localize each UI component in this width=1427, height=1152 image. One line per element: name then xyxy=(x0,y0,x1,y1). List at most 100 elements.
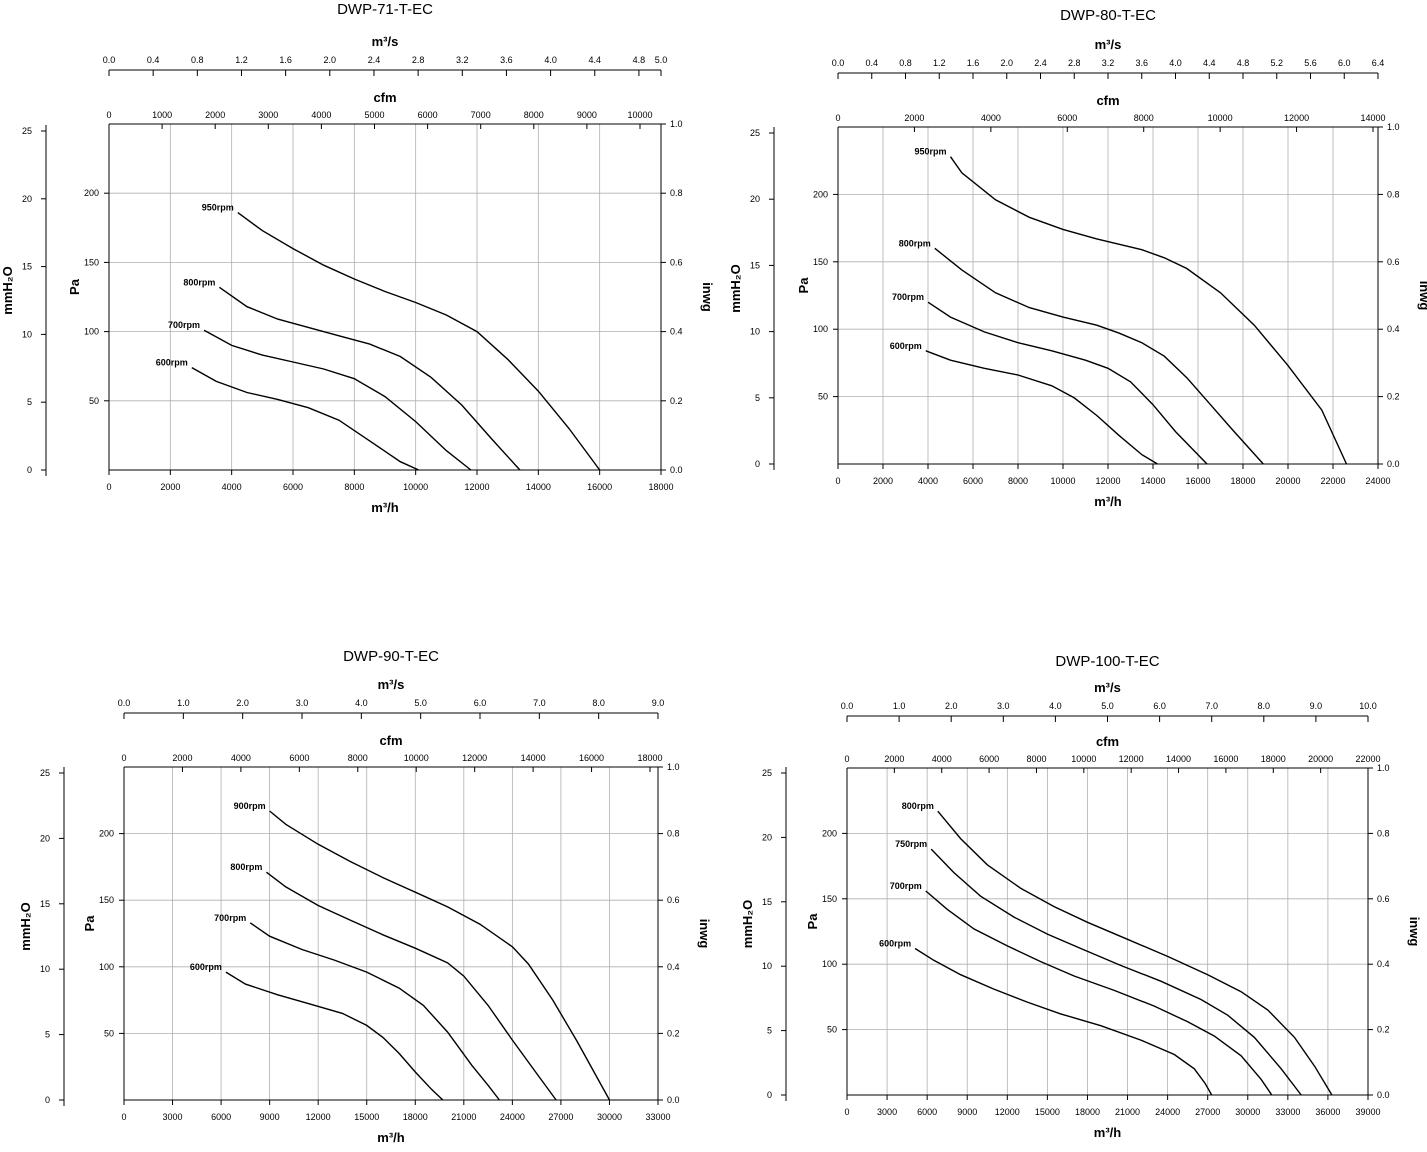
top-axis-m3s-tick-label: 0.0 xyxy=(118,698,131,708)
x-axis-tick-label: 33000 xyxy=(645,1112,670,1122)
top-axis-cfm-tick-label: 2000 xyxy=(205,110,225,120)
x-axis-tick-label: 0 xyxy=(121,1112,126,1122)
outer-left-axis-tick-label: 5 xyxy=(27,397,32,407)
top-axis-cfm-tick-label: 22000 xyxy=(1355,754,1380,764)
outer-left-axis-tick-label: 0 xyxy=(767,1090,772,1100)
top-axis-cfm-tick-label: 8000 xyxy=(1134,113,1154,123)
top-axis-cfm-title: cfm xyxy=(379,733,402,748)
right-axis-tick-label: 0.2 xyxy=(667,1028,680,1038)
top-axis-cfm-tick-label: 3000 xyxy=(258,110,278,120)
outer-left-axis-tick-label: 5 xyxy=(755,393,760,403)
top-axis-m3s-tick-label: 10.0 xyxy=(1359,701,1377,711)
x-axis-tick-label: 9000 xyxy=(957,1107,977,1117)
top-axis-m3s-tick-label: 1.2 xyxy=(235,55,248,65)
y-axis-tick-label: 50 xyxy=(89,396,99,406)
right-axis-tick-label: 0.8 xyxy=(1377,828,1390,838)
outer-left-axis-tick-label: 15 xyxy=(750,260,760,270)
top-axis-m3s-tick-label: 1.2 xyxy=(933,58,946,68)
x-axis-tick-label: 0 xyxy=(106,482,111,492)
outer-left-axis-tick-label: 5 xyxy=(767,1026,772,1036)
right-axis-tick-label: 1.0 xyxy=(1387,122,1400,132)
y-axis-tick-label: 100 xyxy=(99,962,114,972)
top-axis-m3s-tick-label: 7.0 xyxy=(533,698,546,708)
top-axis-m3s-tick-label: 0.0 xyxy=(103,55,116,65)
outer-left-axis-tick-label: 0 xyxy=(755,459,760,469)
chart-panel-dwp-90: DWP-90-T-EC 0.0 1.0 2.0 3.0 4.0 5.0 6.0 7.0 8.0 9.… xyxy=(0,580,713,1152)
top-axis-m3s-title: m³/s xyxy=(1095,37,1122,52)
y-axis-tick-label: 200 xyxy=(84,188,99,198)
x-axis-tick-label: 3000 xyxy=(163,1112,183,1122)
x-axis-tick-label: 10000 xyxy=(403,482,428,492)
top-axis-m3s-tick-label: 9.0 xyxy=(652,698,665,708)
top-axis-m3s-tick-label: 6.0 xyxy=(474,698,487,708)
x-axis-tick-label: 27000 xyxy=(548,1112,573,1122)
outer-left-axis-tick-label: 25 xyxy=(762,768,772,778)
series-label-700rpm: 700rpm xyxy=(890,881,922,891)
top-axis-m3s-tick-label: 8.0 xyxy=(1258,701,1271,711)
series-curve-750rpm xyxy=(930,848,1302,1096)
y-axis-title: Pa xyxy=(805,913,820,930)
outer-left-axis-tick-label: 15 xyxy=(22,262,32,272)
right-axis-tick-label: 0.8 xyxy=(667,829,680,839)
x-axis-tick-label: 18000 xyxy=(1075,1107,1100,1117)
outer-left-axis-title: mmH₂O xyxy=(18,902,33,950)
top-axis-m3s-tick-label: 3.0 xyxy=(997,701,1010,711)
series-curve-900rpm xyxy=(269,810,611,1101)
chart-title: DWP-71-T-EC xyxy=(337,1,433,18)
top-axis-m3s-tick-label: 2.0 xyxy=(324,55,337,65)
series-curve-700rpm xyxy=(203,329,472,471)
top-axis-cfm-tick-label: 14000 xyxy=(1166,754,1191,764)
top-axis-cfm-title: cfm xyxy=(1096,93,1119,108)
top-axis-m3s-tick-label: 1.6 xyxy=(279,55,292,65)
top-axis-cfm-tick-label: 14000 xyxy=(1360,113,1385,123)
top-axis-cfm-tick-label: 12000 xyxy=(1119,754,1144,764)
right-axis-tick-label: 0.0 xyxy=(667,1095,680,1105)
right-axis-tick-label: 0.0 xyxy=(670,465,683,475)
top-axis-cfm-tick-label: 10000 xyxy=(1208,113,1233,123)
top-axis-m3s-tick-label: 7.0 xyxy=(1205,701,1218,711)
x-axis-title: m³/h xyxy=(377,1130,405,1145)
series-curve-950rpm xyxy=(949,156,1348,465)
series-curve-700rpm xyxy=(249,922,500,1101)
series-label-800rpm: 800rpm xyxy=(230,862,262,872)
series-curve-600rpm xyxy=(925,350,1158,465)
x-axis-tick-label: 30000 xyxy=(1235,1107,1260,1117)
right-axis-tick-label: 0.6 xyxy=(670,257,683,267)
right-axis-tick-label: 0.4 xyxy=(1377,959,1390,969)
series-label-700rpm: 700rpm xyxy=(214,913,246,923)
right-axis-tick-label: 1.0 xyxy=(667,762,680,772)
y-axis-tick-label: 150 xyxy=(99,895,114,905)
top-axis-m3s-tick-label: 3.2 xyxy=(456,55,469,65)
right-axis-tick-label: 0.0 xyxy=(1377,1090,1390,1100)
outer-left-axis-tick-label: 25 xyxy=(22,126,32,136)
right-axis-title: inwg xyxy=(700,282,713,312)
x-axis-tick-label: 24000 xyxy=(1155,1107,1180,1117)
series-label-600rpm: 600rpm xyxy=(890,341,922,351)
top-axis-cfm-tick-label: 0 xyxy=(121,753,126,763)
y-axis-tick-label: 200 xyxy=(813,189,828,199)
right-axis-tick-label: 0.2 xyxy=(1377,1025,1390,1035)
outer-left-axis-tick-label: 10 xyxy=(762,961,772,971)
right-axis-title: inwg xyxy=(697,919,712,949)
series-curve-700rpm xyxy=(927,301,1208,465)
top-axis-cfm-tick-label: 6000 xyxy=(289,753,309,763)
outer-left-axis-tick-label: 0 xyxy=(45,1095,50,1105)
top-axis-m3s-tick-label: 9.0 xyxy=(1310,701,1323,711)
top-axis-m3s-tick-label: 4.8 xyxy=(1237,58,1250,68)
outer-left-axis-title: mmH₂O xyxy=(740,900,755,948)
top-axis-cfm-tick-label: 9000 xyxy=(577,110,597,120)
x-axis-tick-label: 0 xyxy=(835,476,840,486)
right-axis-tick-label: 1.0 xyxy=(670,119,683,129)
right-axis-tick-label: 0.0 xyxy=(1387,459,1400,469)
top-axis-cfm-tick-label: 4000 xyxy=(231,753,251,763)
top-axis-m3s-tick-label: 2.4 xyxy=(1034,58,1047,68)
x-axis-tick-label: 24000 xyxy=(1365,476,1390,486)
top-axis-cfm-tick-label: 6000 xyxy=(418,110,438,120)
chart-title: DWP-100-T-EC xyxy=(1055,653,1159,670)
top-axis-m3s-tick-label: 0.8 xyxy=(191,55,204,65)
series-label-950rpm: 950rpm xyxy=(202,203,234,213)
top-axis-m3s-tick-label: 3.0 xyxy=(296,698,309,708)
outer-left-axis-title: mmH₂O xyxy=(728,264,743,312)
top-axis-m3s-tick-label: 0.4 xyxy=(865,58,878,68)
top-axis-m3s-tick-label: 3.2 xyxy=(1102,58,1115,68)
